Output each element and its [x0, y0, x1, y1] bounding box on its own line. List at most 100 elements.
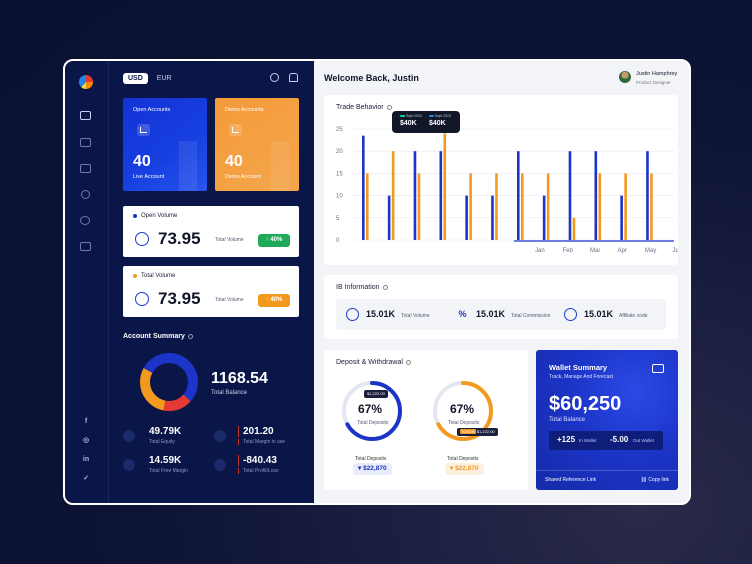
bar-blue[interactable] — [362, 135, 365, 240]
bar-blue[interactable] — [568, 151, 572, 240]
pie-chart-icon — [135, 232, 149, 246]
bar-blue[interactable] — [517, 151, 520, 240]
open-accounts-card[interactable]: Open Accounts 40 Live Account — [123, 98, 207, 191]
open-accounts-value: 40 — [133, 153, 151, 170]
wallet-summary-card: Wallet Summary Track, Manage And Forecas… — [536, 350, 678, 490]
equity-stat: 49.79K Total Equity — [123, 426, 213, 450]
ib-information-title: IB Information — [336, 284, 388, 291]
facebook-icon[interactable]: f — [84, 418, 88, 425]
total-volume-value: 73.95 — [158, 289, 201, 308]
bar-blue[interactable] — [465, 195, 468, 240]
user-name[interactable]: Justin Hamphrey — [636, 71, 678, 77]
margin-stat: 201.20 Total Margin in use — [214, 426, 304, 450]
shared-reference-link[interactable]: Shared Reference Link — [545, 477, 597, 483]
ib-stats: 15.01K Total Volume % 15.01K Total Commi… — [336, 299, 666, 330]
deposit-total-right: Total Deposits — [447, 456, 479, 462]
bar-blue[interactable] — [646, 151, 649, 240]
bar-orange[interactable] — [366, 173, 369, 240]
bar-chart-icon — [123, 459, 135, 471]
user-icon[interactable] — [81, 190, 90, 199]
bell-icon[interactable] — [289, 73, 298, 82]
avatar[interactable] — [619, 71, 631, 83]
deposit-pct-right: 67% — [450, 402, 475, 416]
deposit-withdrawal-panel: Deposit & Withdrawal $1,222.00 67% Total… — [324, 350, 528, 490]
wallet-balance-label: Total Balance — [549, 417, 586, 423]
bar-orange[interactable] — [443, 133, 447, 240]
welcome-title: Welcome Back, Justin — [324, 73, 419, 83]
wallet-in-out: +125 In Wallet -5.00 Out Wallet — [549, 431, 663, 450]
linkedin-icon[interactable]: in — [82, 456, 90, 463]
instagram-icon[interactable]: ◎ — [82, 437, 90, 444]
y-tick-label: 0 — [336, 238, 340, 244]
profit-stat: -840.43 Total Profit/Loss — [214, 455, 304, 479]
open-volume-value: 73.95 — [158, 229, 201, 248]
demo-accounts-card[interactable]: Demo Accounts 40 Demo Account — [215, 98, 299, 191]
wallet-in-value: +125 — [557, 435, 576, 444]
bar-orange[interactable] — [391, 151, 395, 240]
equity-label: Total Equity — [149, 439, 175, 445]
currency-eur[interactable]: EUR — [156, 75, 172, 82]
equity-value: 49.79K — [149, 426, 182, 437]
dashboard-icon[interactable] — [80, 111, 91, 120]
bar-orange[interactable] — [521, 173, 524, 240]
currency-usd[interactable]: USD — [123, 73, 148, 84]
credit-card-icon — [652, 364, 664, 373]
bar-orange[interactable] — [650, 173, 653, 240]
free-margin-stat: 14.59K Total Free Margin — [123, 455, 213, 479]
bar-orange[interactable] — [417, 173, 421, 240]
bar-orange[interactable] — [624, 173, 627, 240]
twitter-icon[interactable]: ✓ — [83, 475, 89, 482]
account-summary-title: Account Summary — [123, 333, 193, 340]
wallet-icon[interactable] — [80, 138, 91, 147]
bar-orange[interactable] — [598, 173, 602, 240]
bar-orange[interactable] — [546, 173, 550, 240]
chart-icon — [137, 124, 150, 136]
pie-chart-icon — [135, 292, 149, 306]
x-tick-label: May — [645, 248, 656, 254]
deposit-sub-right: Total Deposits — [448, 420, 480, 426]
ib-total-commission-label: Total Commission — [511, 313, 551, 319]
wallet-out-value: -5.00 — [610, 435, 629, 444]
open-accounts-sub: Live Account — [133, 174, 165, 180]
bar-blue[interactable] — [542, 195, 546, 240]
logo — [79, 75, 93, 89]
total-volume-label: Total Volume — [133, 273, 175, 279]
tooltip-value-b: $40K — [429, 120, 446, 127]
wallet-subtitle: Track, Manage And Forecast — [549, 374, 614, 380]
card-icon[interactable] — [80, 242, 91, 251]
card-decoration — [271, 141, 289, 191]
dashboard-window: f ◎ in ✓ USD EUR Open Accounts 40 Live A… — [63, 59, 691, 505]
total-volume-card: Total Volume 73.95 Total Volume ↑ 40% — [123, 266, 299, 317]
bar-orange[interactable] — [495, 173, 498, 240]
deposit-tooltip-left: $1,222.00 — [364, 390, 388, 398]
bar-orange[interactable] — [469, 173, 472, 240]
link-icon: ⛓ — [640, 477, 648, 483]
x-tick-label: Apr — [618, 248, 627, 254]
y-tick-label: 20 — [336, 149, 343, 155]
bar-blue[interactable] — [620, 195, 623, 240]
deposit-total-left: Total Deposits — [355, 456, 387, 462]
bar-blue[interactable] — [491, 195, 494, 240]
ib-information-panel: IB Information 15.01K Total Volume % 15.… — [324, 275, 678, 339]
settings-icon[interactable] — [270, 73, 279, 82]
bar-orange[interactable] — [572, 217, 576, 240]
chart-icon — [229, 124, 242, 136]
bar-blue[interactable] — [413, 151, 417, 240]
copy-link-button[interactable]: ⛓ Copy link — [640, 477, 669, 483]
y-tick-label: 15 — [336, 171, 343, 177]
y-tick-label: 10 — [336, 194, 343, 200]
open-accounts-title: Open Accounts — [133, 107, 171, 113]
bar-blue[interactable] — [594, 151, 598, 240]
bar-blue[interactable] — [439, 151, 443, 240]
open-volume-card: Open Volume 73.95 Total Volume ↑ 40% — [123, 206, 299, 257]
percent-icon — [214, 430, 226, 442]
account-donut-chart — [140, 353, 198, 411]
pie-chart-icon — [346, 308, 359, 321]
support-icon[interactable] — [80, 216, 90, 225]
demo-accounts-value: 40 — [225, 153, 243, 170]
ib-total-volume-value: 15.01K — [366, 309, 396, 319]
bar-blue[interactable] — [387, 195, 391, 240]
list-icon[interactable] — [80, 164, 91, 173]
wallet-icon — [214, 459, 226, 471]
trade-behavior-panel: Trade Behavior 25 20 15 10 5 0 Jan Feb Mar Apr May… — [324, 95, 678, 265]
